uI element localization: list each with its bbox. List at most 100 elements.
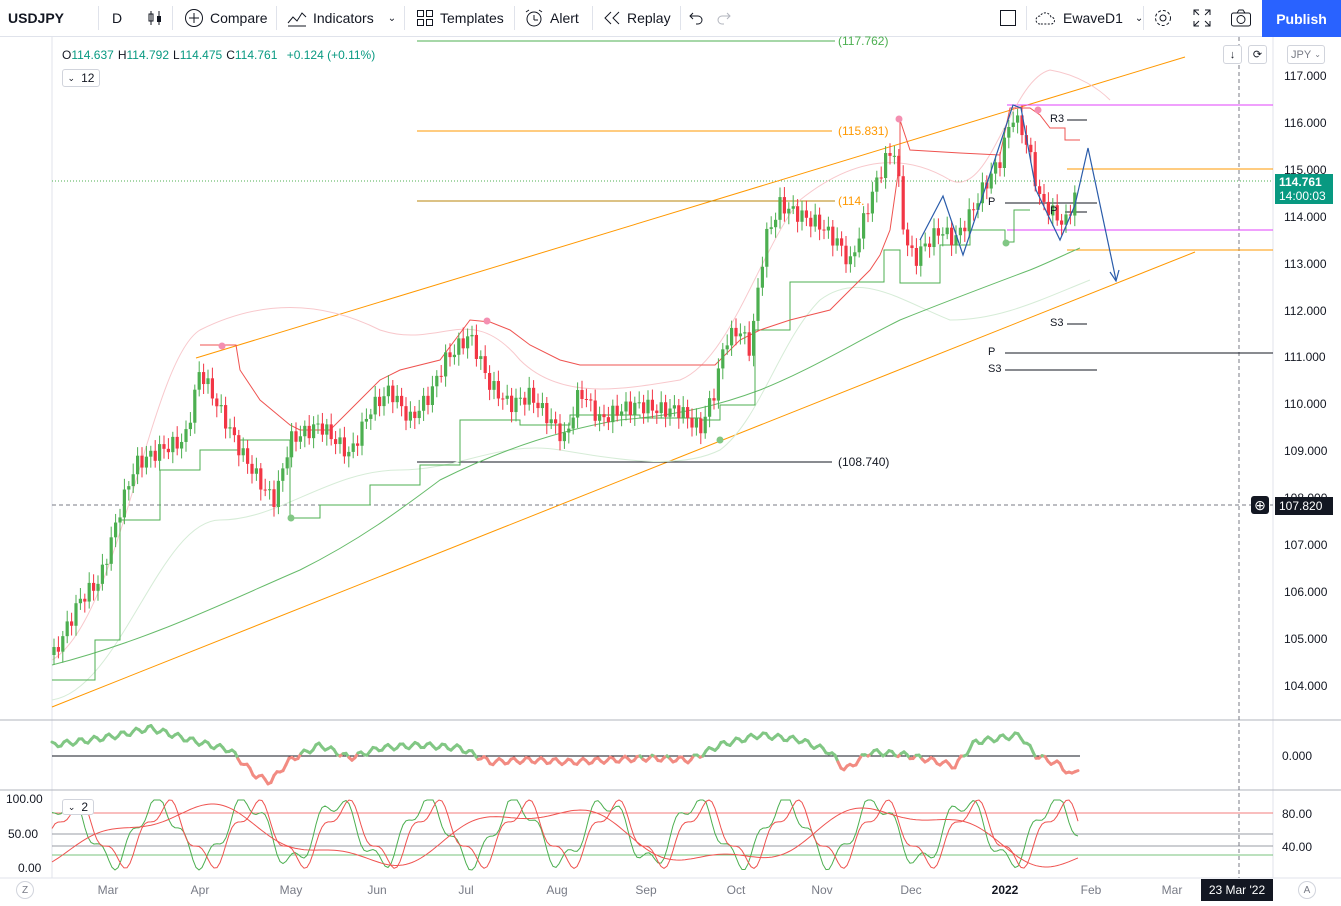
candle-body bbox=[263, 489, 267, 491]
lower-band bbox=[51, 279, 1091, 701]
candle-body bbox=[439, 375, 443, 377]
candle-body bbox=[206, 378, 210, 385]
chart-type-button[interactable] bbox=[146, 0, 164, 36]
zoom-button[interactable]: Z bbox=[16, 881, 34, 899]
symbol-search[interactable]: USDJPY bbox=[8, 10, 65, 26]
price-tick-label: 105.000 bbox=[1284, 631, 1328, 646]
alert-button[interactable]: Alert bbox=[524, 0, 579, 36]
layout-button[interactable] bbox=[999, 0, 1017, 36]
alarm-clock-icon bbox=[525, 9, 543, 27]
candle-body bbox=[884, 153, 888, 179]
compare-button[interactable]: Compare bbox=[184, 0, 268, 36]
candle-body bbox=[466, 336, 470, 349]
pivot-label: P bbox=[1050, 205, 1058, 217]
candle-body bbox=[831, 226, 835, 246]
change-value: +0.124 (+0.11%) bbox=[286, 48, 376, 62]
pivot-label: P bbox=[988, 196, 996, 208]
currency-button[interactable]: JPY ⌄ bbox=[1287, 45, 1325, 64]
ohlc-key: O bbox=[62, 48, 72, 62]
redo-button[interactable] bbox=[716, 0, 732, 36]
candle-body bbox=[386, 385, 390, 397]
candle-body bbox=[298, 436, 302, 442]
fullscreen-button[interactable] bbox=[1193, 0, 1211, 36]
chevron-down-icon[interactable]: ⌄ bbox=[1134, 12, 1144, 24]
candle-body bbox=[474, 334, 478, 359]
toolbar-divider bbox=[592, 6, 593, 30]
candle-body bbox=[105, 563, 109, 565]
marker-dot bbox=[218, 342, 226, 350]
candle-body bbox=[290, 431, 294, 458]
chart-canvas[interactable] bbox=[0, 37, 1341, 906]
candle-body bbox=[184, 429, 188, 442]
candle-body bbox=[136, 455, 140, 475]
interval-button[interactable]: D bbox=[112, 10, 123, 26]
cloud-icon bbox=[1035, 12, 1055, 25]
candle-body bbox=[835, 238, 839, 246]
candle-body bbox=[153, 450, 157, 461]
publish-button[interactable]: Publish bbox=[1262, 0, 1341, 37]
candle-body bbox=[197, 372, 201, 390]
arrow-down-icon: ↓ bbox=[1229, 48, 1236, 61]
add-alert-button[interactable]: ⊕ bbox=[1251, 496, 1269, 514]
candle-body bbox=[637, 402, 641, 404]
reset-button[interactable]: ⟳ bbox=[1248, 45, 1267, 64]
scroll-down-button[interactable]: ↓ bbox=[1223, 45, 1242, 64]
candle-body bbox=[210, 378, 214, 399]
candle-body bbox=[52, 647, 56, 655]
indicators-icon bbox=[287, 12, 307, 27]
ohlc-value: 114.761 bbox=[234, 48, 278, 62]
replay-button[interactable]: Replay bbox=[603, 0, 671, 36]
candle-body bbox=[1055, 205, 1059, 221]
indicators-toggle-button[interactable]: ⌄ 12 bbox=[62, 69, 100, 87]
candle-body bbox=[743, 332, 747, 334]
candle-body bbox=[435, 375, 439, 387]
candle-body bbox=[175, 436, 179, 449]
templates-button[interactable]: Templates bbox=[416, 0, 504, 36]
candle-body bbox=[272, 489, 276, 507]
candle-body bbox=[879, 177, 883, 179]
gear-icon bbox=[1155, 10, 1171, 26]
candle-body bbox=[910, 245, 914, 249]
candle-body bbox=[1038, 186, 1042, 194]
candle-body bbox=[127, 486, 131, 490]
candle-body bbox=[716, 368, 720, 401]
candle-body bbox=[857, 238, 861, 253]
settings-button[interactable] bbox=[1153, 0, 1173, 36]
candle-body bbox=[56, 647, 60, 652]
candle-body bbox=[624, 401, 628, 412]
candle-body bbox=[70, 621, 74, 626]
candle-body bbox=[1007, 127, 1011, 138]
pane-toggle-button[interactable]: ⌄ 2 bbox=[62, 799, 94, 815]
channel-lower-line[interactable] bbox=[51, 251, 1196, 708]
ohlc-key: C bbox=[226, 48, 235, 62]
candle-body bbox=[778, 197, 782, 220]
wave-projection-path[interactable] bbox=[919, 104, 1117, 281]
candle-body bbox=[140, 455, 144, 468]
candle-body bbox=[444, 352, 448, 377]
undo-icon bbox=[689, 12, 703, 25]
candle-body bbox=[83, 598, 87, 602]
stoch-d-line bbox=[51, 799, 1079, 870]
candle-body bbox=[61, 636, 65, 652]
candle-body bbox=[945, 227, 949, 235]
candle-body bbox=[395, 395, 399, 403]
indicators-button[interactable]: Indicators ⌄ bbox=[287, 0, 396, 36]
time-tick-label: May bbox=[279, 883, 303, 897]
candle-body bbox=[294, 431, 298, 442]
candle-body bbox=[932, 228, 936, 248]
auto-scale-button[interactable]: A bbox=[1298, 881, 1316, 899]
snapshot-button[interactable] bbox=[1230, 0, 1252, 36]
candle-body bbox=[655, 410, 659, 414]
chevron-down-icon[interactable]: ⌄ bbox=[387, 12, 397, 24]
layout-name-button[interactable]: EwaveD1 ⌄ bbox=[1034, 0, 1143, 36]
square-icon bbox=[1000, 10, 1016, 26]
level-label: (117.762) bbox=[838, 34, 889, 48]
candle-body bbox=[642, 402, 646, 414]
undo-button[interactable] bbox=[688, 0, 704, 36]
candle-body bbox=[180, 441, 184, 449]
camera-icon bbox=[1231, 9, 1251, 27]
oscillator-axis-tick: 0.000 bbox=[1282, 749, 1313, 763]
candle-body bbox=[703, 416, 707, 434]
candle-body bbox=[694, 418, 698, 428]
candle-body bbox=[1029, 144, 1033, 153]
